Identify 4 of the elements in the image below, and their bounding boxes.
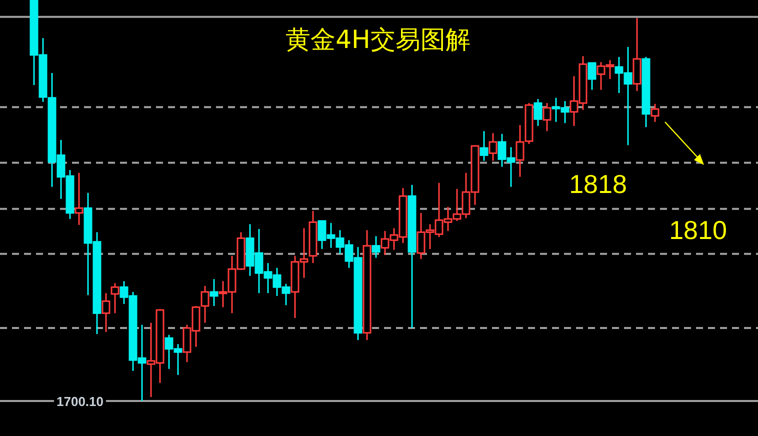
annotation: 1810 — [669, 215, 727, 245]
title: 黄金4H交易图解 — [286, 25, 470, 54]
annotation: 1700.10 — [56, 394, 104, 409]
annotation: 1818 — [569, 169, 627, 199]
